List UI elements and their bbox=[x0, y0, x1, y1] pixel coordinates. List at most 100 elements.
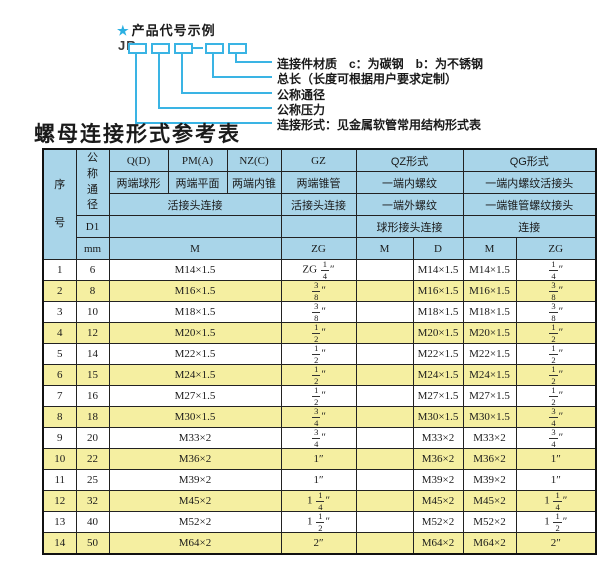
table-cell: 12 bbox=[42, 490, 77, 512]
table-cell: M64×2 bbox=[462, 532, 517, 555]
table-cell: M30×1.5 bbox=[412, 406, 464, 428]
table-cell: ZG 1 4 ″ bbox=[280, 259, 357, 281]
table-cell: M27×1.5 bbox=[412, 385, 464, 407]
code-box-5 bbox=[228, 43, 247, 54]
table-cell: 2 bbox=[42, 280, 77, 302]
header-blank bbox=[108, 215, 282, 238]
table-cell: M52×2 bbox=[108, 511, 282, 533]
header-qg-m: M bbox=[462, 237, 517, 260]
table-row: 9 20 M33×2 3 4 ″ M33×2 M33×2 3 4 ″ bbox=[42, 427, 597, 449]
table-cell: 1″ bbox=[515, 448, 597, 470]
table-cell: 1 1 4 ″ bbox=[515, 490, 597, 512]
leader-line bbox=[235, 61, 272, 63]
table-row: 5 14 M22×1.5 1 2 ″ M22×1.5 M22×1.5 1 2 ″ bbox=[42, 343, 597, 365]
table-cell bbox=[355, 280, 414, 302]
table-cell: M20×1.5 bbox=[108, 322, 282, 344]
header-gz-desc: 两端锥管 bbox=[280, 171, 357, 194]
table-cell: 50 bbox=[75, 532, 110, 555]
header-qz-m: M bbox=[355, 237, 414, 260]
table-cell: 1″ bbox=[515, 469, 597, 491]
header-zg: ZG bbox=[280, 237, 357, 260]
table-cell: 5 bbox=[42, 343, 77, 365]
table-cell: M45×2 bbox=[462, 490, 517, 512]
table-cell: M36×2 bbox=[462, 448, 517, 470]
header-q-desc: 两端球形 bbox=[108, 171, 169, 194]
table-cell: M36×2 bbox=[412, 448, 464, 470]
table-cell: 3 4 ″ bbox=[280, 406, 357, 428]
leader-line bbox=[181, 92, 272, 94]
table-cell: M14×1.5 bbox=[412, 259, 464, 281]
table-cell bbox=[355, 490, 414, 512]
table-cell bbox=[355, 427, 414, 449]
leader-line bbox=[235, 52, 237, 61]
table-cell bbox=[355, 448, 414, 470]
table-cell: 3 8 ″ bbox=[280, 280, 357, 302]
table-row: 7 16 M27×1.5 1 2 ″ M27×1.5 M27×1.5 1 2 ″ bbox=[42, 385, 597, 407]
header-gz: GZ bbox=[280, 148, 357, 172]
table-cell: 1 2 ″ bbox=[280, 343, 357, 365]
leader-line bbox=[135, 52, 137, 122]
table-cell: 6 bbox=[42, 364, 77, 386]
table-cell bbox=[355, 532, 414, 555]
table-cell: M64×2 bbox=[412, 532, 464, 555]
table-cell bbox=[355, 259, 414, 281]
table-row: 12 32 M45×2 1 1 4 ″ M45×2 M45×2 1 1 4 ″ bbox=[42, 490, 597, 512]
table-cell: 9 bbox=[42, 427, 77, 449]
table-cell: 2″ bbox=[515, 532, 597, 555]
table-cell bbox=[355, 511, 414, 533]
table-cell: M30×1.5 bbox=[462, 406, 517, 428]
table-cell: M14×1.5 bbox=[108, 259, 282, 281]
header-qg-connect: 连接 bbox=[462, 215, 597, 238]
table-cell: M16×1.5 bbox=[412, 280, 464, 302]
header-qz-desc: 一端内螺纹 bbox=[355, 171, 464, 194]
table-cell: M64×2 bbox=[108, 532, 282, 555]
table-cell: 14 bbox=[75, 343, 110, 365]
table-cell bbox=[355, 301, 414, 323]
header-qg-desc2: 一端锥管螺纹接头 bbox=[462, 193, 597, 216]
nut-connection-table: 序号 公称通径 Q(D) PM(A) NZ(C) GZ QZ形式 QG形式 两端… bbox=[42, 148, 597, 555]
table-row: 11 25 M39×2 1″ M39×2 M39×2 1″ bbox=[42, 469, 597, 491]
table-cell: 1 4 ″ bbox=[515, 259, 597, 281]
header-nz: NZ(C) bbox=[226, 148, 282, 172]
code-dash bbox=[193, 47, 203, 49]
star-icon: ★ bbox=[117, 23, 130, 38]
header-pm: PM(A) bbox=[167, 148, 228, 172]
table-cell: 15 bbox=[75, 364, 110, 386]
table-cell: 1 2 ″ bbox=[515, 385, 597, 407]
header-union-connection: 活接头连接 bbox=[108, 193, 282, 216]
table-cell bbox=[355, 322, 414, 344]
product-code-heading-text: 产品代号示例 bbox=[131, 23, 216, 38]
table-cell: 14 bbox=[42, 532, 77, 555]
table-cell: M24×1.5 bbox=[462, 364, 517, 386]
header-qg-zg: ZG bbox=[515, 237, 597, 260]
table-cell: M36×2 bbox=[108, 448, 282, 470]
table-cell: 11 bbox=[42, 469, 77, 491]
table-cell: M22×1.5 bbox=[412, 343, 464, 365]
table-cell: 3 8 ″ bbox=[515, 280, 597, 302]
header-dn: 公称通径 bbox=[75, 148, 110, 216]
label-nominal-diameter: 公称通径 bbox=[277, 88, 326, 102]
header-qz-ball-joint: 球形接头连接 bbox=[355, 215, 464, 238]
table-cell: 1 2 ″ bbox=[515, 343, 597, 365]
header-qz: QZ形式 bbox=[355, 148, 464, 172]
label-material: 连接件材质 c：为碳钢 b：为不锈钢 bbox=[277, 57, 484, 71]
table-cell: M39×2 bbox=[462, 469, 517, 491]
table-cell: M33×2 bbox=[462, 427, 517, 449]
table-cell: 22 bbox=[75, 448, 110, 470]
table-cell: 3 8 ″ bbox=[515, 301, 597, 323]
table-cell: 7 bbox=[42, 385, 77, 407]
header-pm-desc: 两端平面 bbox=[167, 171, 228, 194]
page-title: 螺母连接形式参考表 bbox=[34, 121, 241, 146]
table-cell: M27×1.5 bbox=[108, 385, 282, 407]
table-cell: 1 2 ″ bbox=[515, 322, 597, 344]
table-cell: M14×1.5 bbox=[462, 259, 517, 281]
header-d1: D1 bbox=[75, 215, 110, 238]
